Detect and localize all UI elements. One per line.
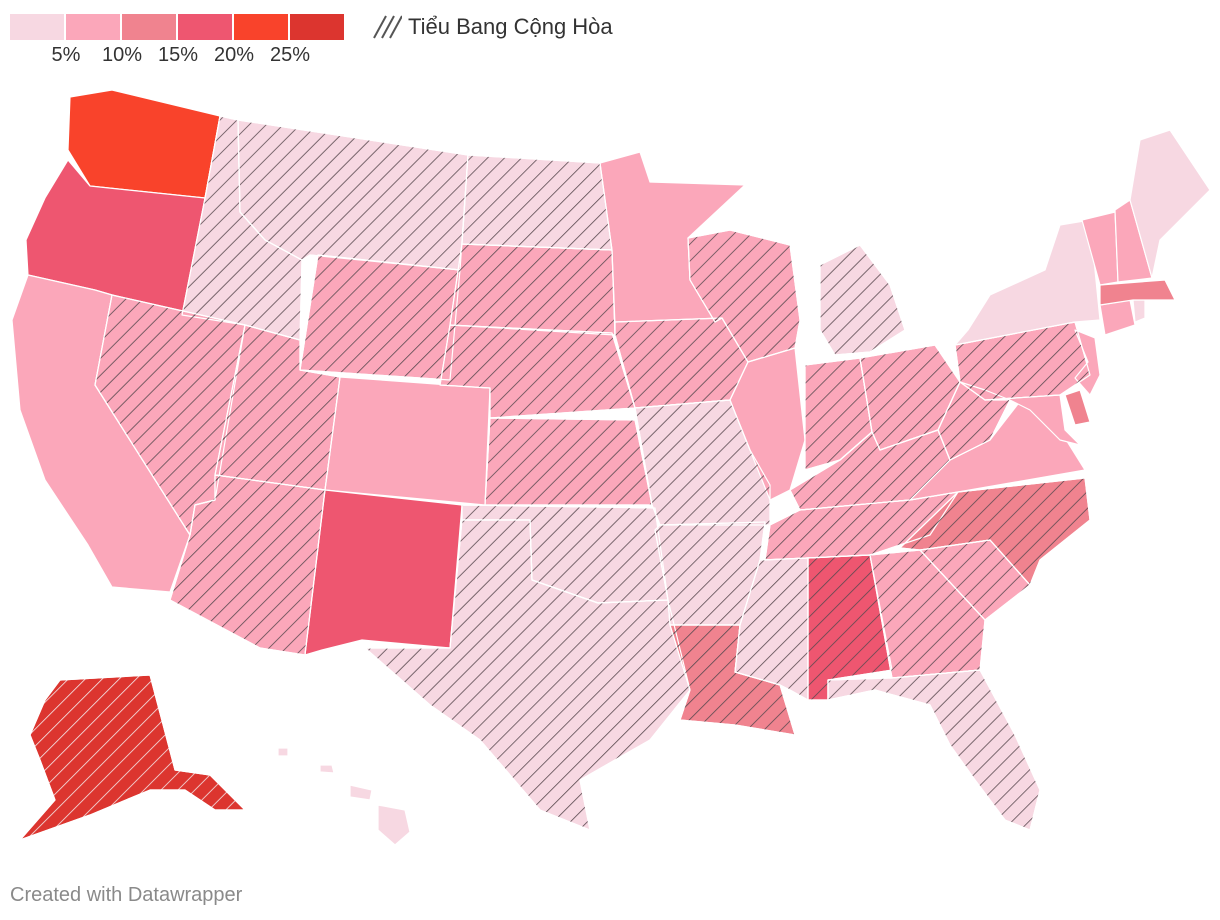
legend-tick: 15% bbox=[157, 44, 199, 66]
state-co bbox=[324, 376, 491, 506]
legend-swatch bbox=[122, 14, 176, 40]
legend-tick: 20% bbox=[213, 44, 255, 66]
legend-swatches bbox=[10, 14, 344, 40]
legend-tick: 25% bbox=[269, 44, 311, 66]
state-me bbox=[1129, 129, 1211, 279]
us-choropleth-map bbox=[11, 89, 1211, 846]
legend-tick: 5% bbox=[51, 44, 81, 66]
hatch-legend: Tiểu Bang Cộng Hòa bbox=[372, 14, 613, 40]
republican-hatch-nd bbox=[461, 154, 613, 251]
legend-swatch bbox=[66, 14, 120, 40]
republican-hatch-az bbox=[169, 474, 326, 656]
state-ma bbox=[1099, 279, 1176, 306]
republican-hatch-pa bbox=[954, 321, 1091, 401]
state-ny bbox=[954, 219, 1101, 346]
hatch-legend-label: Tiểu Bang Cộng Hòa bbox=[408, 14, 613, 39]
color-legend: 5% 10% 15% 20% 25% bbox=[10, 14, 344, 66]
state-nm bbox=[304, 489, 463, 656]
republican-hatch-wi bbox=[687, 229, 801, 363]
republican-hatch-mi bbox=[819, 244, 906, 356]
legend-ticks: 5% 10% 15% 20% 25% bbox=[10, 44, 350, 68]
republican-hatch-sd bbox=[449, 243, 616, 336]
legend-swatch bbox=[290, 14, 344, 40]
republican-hatch-ak bbox=[19, 674, 246, 841]
republican-hatch-ia bbox=[614, 317, 749, 409]
state-ct bbox=[1099, 299, 1136, 336]
state-md bbox=[984, 394, 1081, 446]
state-ca bbox=[11, 274, 191, 593]
hatch-swatch-icon bbox=[373, 15, 402, 39]
republican-hatch-mo bbox=[634, 399, 771, 526]
state-wa bbox=[67, 89, 221, 199]
state-hi bbox=[277, 747, 411, 846]
republican-hatch-nc bbox=[899, 477, 1091, 586]
republican-hatch-fl bbox=[827, 669, 1041, 831]
state-de bbox=[1064, 389, 1091, 426]
footer-credit: Created with Datawrapper bbox=[10, 884, 243, 906]
state-ri bbox=[1132, 299, 1146, 323]
legend-tick: 10% bbox=[101, 44, 143, 66]
republican-hatch-tx bbox=[364, 519, 691, 831]
republican-hatch-ga bbox=[869, 549, 986, 679]
republican-hatch-ks bbox=[484, 417, 653, 506]
republican-hatch-wy bbox=[299, 254, 461, 381]
legend-swatch bbox=[178, 14, 232, 40]
legend-swatch bbox=[234, 14, 288, 40]
legend-swatch bbox=[10, 14, 64, 40]
